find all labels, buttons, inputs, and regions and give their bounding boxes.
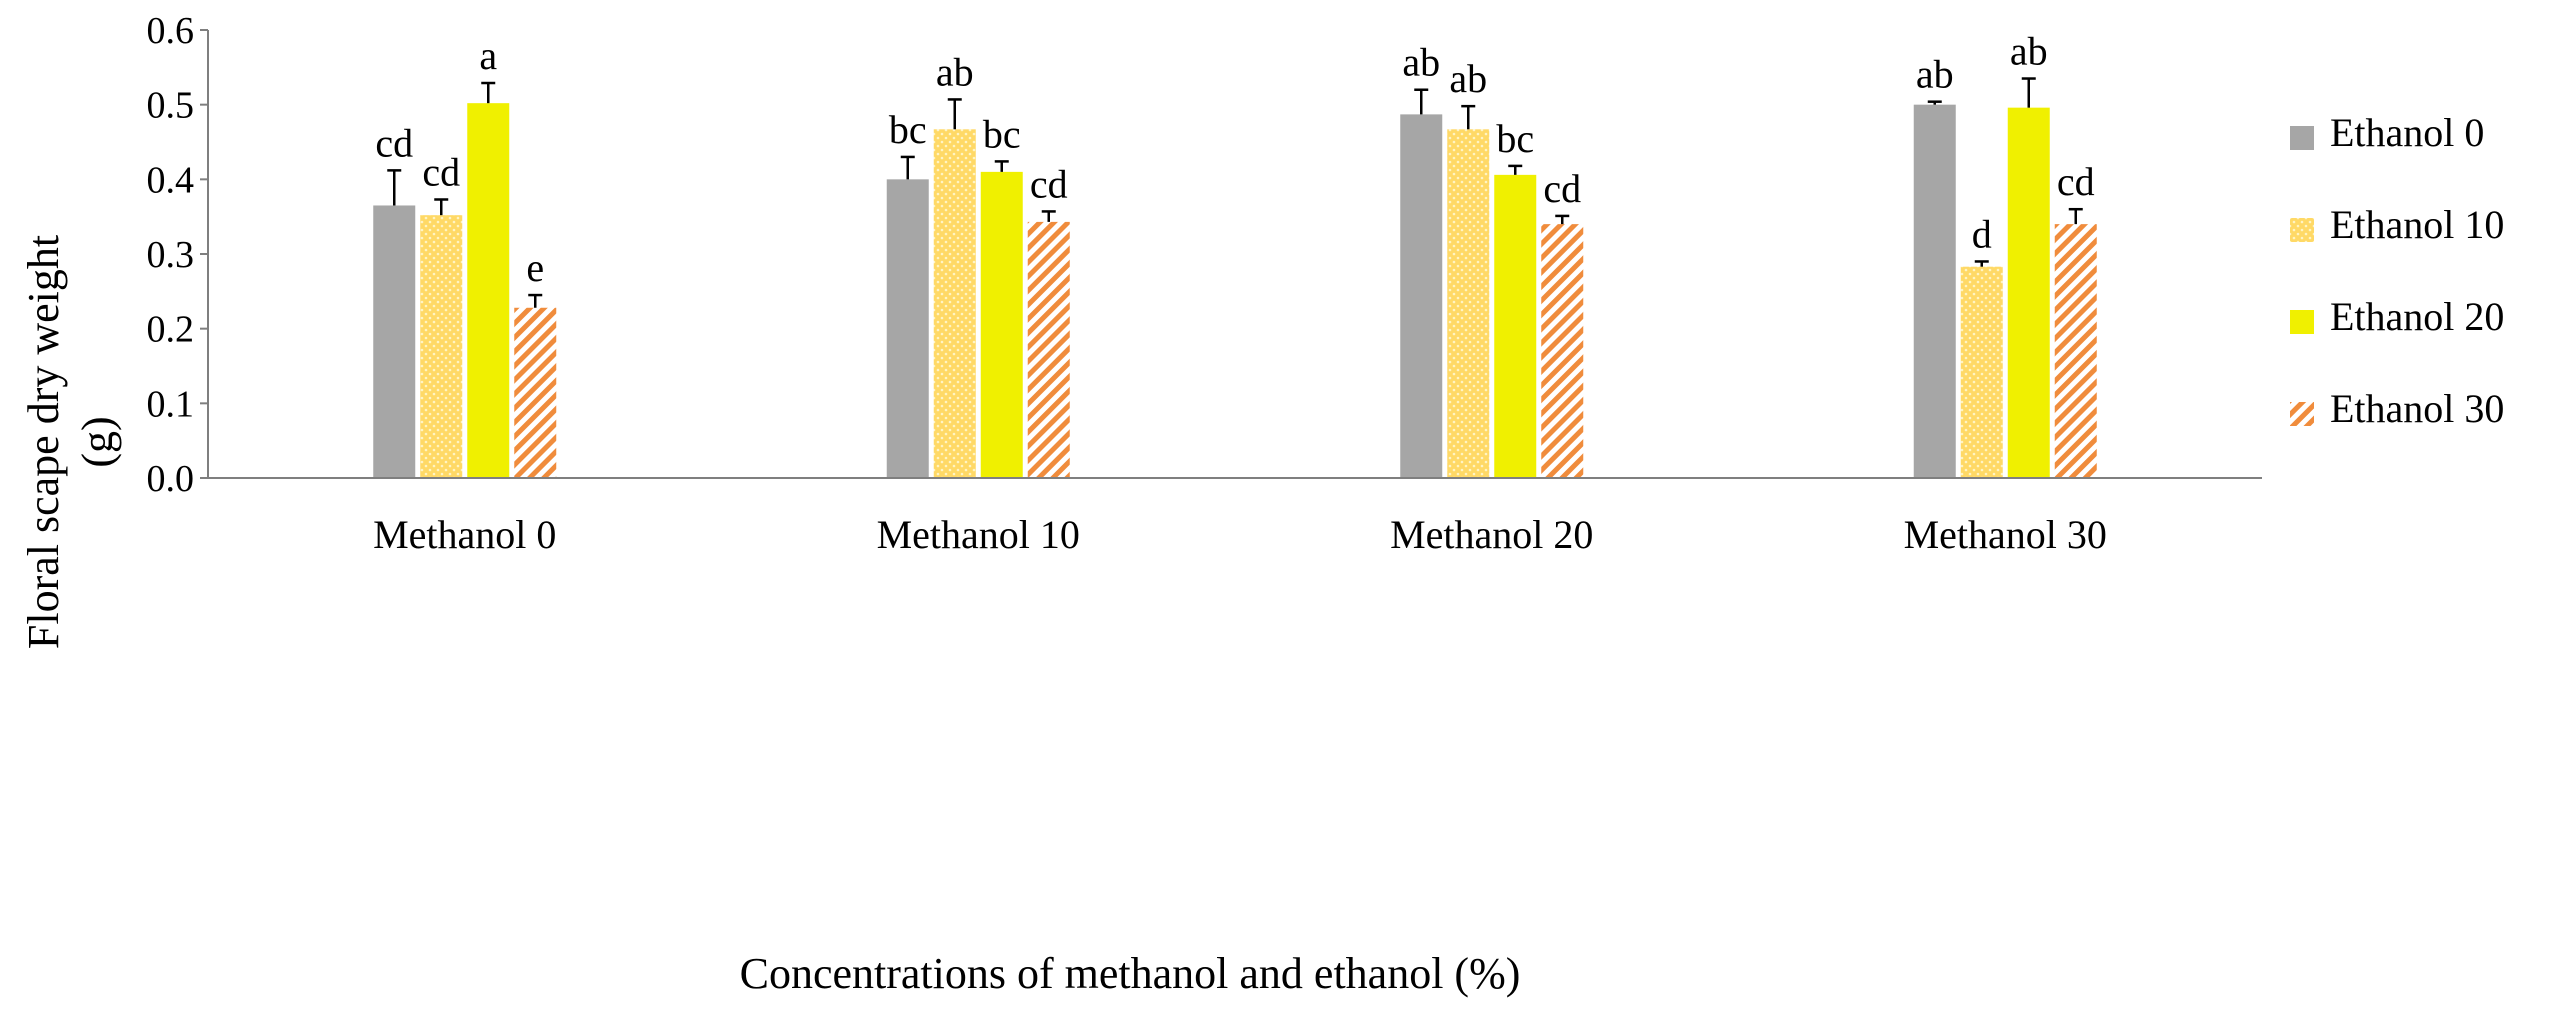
- significance-letter: e: [526, 245, 544, 290]
- significance-letter: ab: [936, 49, 974, 94]
- significance-letter: cd: [1030, 161, 1068, 206]
- legend-swatch: [2290, 218, 2314, 242]
- bar-ethanol-20-1: [980, 171, 1023, 478]
- bar-ethanol-20-0: [467, 103, 510, 478]
- y-tick-label: 0.1: [147, 383, 195, 425]
- bar-ethanol-0-1: [886, 179, 929, 479]
- legend: Ethanol 0 Ethanol 10 Ethanol 20 Ethanol 30: [2290, 110, 2504, 431]
- significance-letter: bc: [983, 111, 1021, 156]
- bar-ethanol-20-3: [2007, 107, 2050, 479]
- bar-ethanol-10-3: [1960, 266, 2003, 478]
- bar-ethanol-10-1: [933, 129, 976, 478]
- bar-ethanol-20-2: [1494, 174, 1537, 478]
- category-label: Methanol 30: [1904, 512, 2107, 557]
- significance-letter: cd: [422, 149, 460, 194]
- x-axis-title: Concentrations of methanol and ethanol (…: [740, 949, 1521, 998]
- significance-letter: ab: [2010, 29, 2048, 74]
- bar-ethanol-30-3: [2054, 224, 2097, 478]
- bar-ethanol-10-0: [420, 215, 463, 478]
- bar-ethanol-30-1: [1027, 221, 1070, 479]
- y-axis-title-line-2: (g): [73, 416, 122, 467]
- significance-letter: bc: [1496, 116, 1534, 161]
- legend-label: Ethanol 0: [2330, 110, 2484, 155]
- significance-letter: ab: [1449, 56, 1487, 101]
- significance-letter: cd: [2057, 159, 2095, 204]
- y-tick-label: 0.0: [147, 458, 195, 500]
- legend-swatch: [2290, 126, 2314, 150]
- bar-ethanol-10-2: [1447, 129, 1490, 478]
- category-label: Methanol 20: [1390, 512, 1593, 557]
- bar-ethanol-30-0: [514, 307, 557, 478]
- y-tick-label: 0.4: [147, 159, 195, 201]
- legend-swatch: [2290, 310, 2314, 334]
- significance-letter: d: [1972, 211, 1992, 256]
- bar-ethanol-0-2: [1400, 114, 1443, 478]
- legend-label: Ethanol 30: [2330, 386, 2504, 431]
- significance-letter: cd: [1543, 166, 1581, 211]
- y-axis-title: Floral scape dry weight (g): [19, 235, 122, 649]
- y-tick-label: 0.6: [147, 10, 195, 52]
- y-tick-label: 0.3: [147, 234, 195, 276]
- legend-label: Ethanol 10: [2330, 202, 2504, 247]
- legend-label: Ethanol 20: [2330, 294, 2504, 339]
- y-axis-title-line-1: Floral scape dry weight: [19, 235, 68, 649]
- error-bars: [387, 77, 2083, 308]
- significance-letter: a: [479, 33, 497, 78]
- y-tick-label: 0.5: [147, 85, 195, 127]
- significance-letter: bc: [889, 107, 927, 152]
- y-axis-ticks: 0.0 0.1 0.2 0.3 0.4 0.5 0.6: [147, 10, 208, 500]
- significance-letter: ab: [1402, 40, 1440, 85]
- significance-letter: ab: [1916, 52, 1954, 97]
- category-labels: Methanol 0 Methanol 10 Methanol 20 Methanol…: [373, 512, 2107, 557]
- bar-ethanol-0-3: [1913, 104, 1956, 479]
- bar-ethanol-30-2: [1541, 224, 1584, 478]
- bars: [373, 103, 2097, 479]
- bar-ethanol-0-0: [373, 205, 416, 478]
- legend-swatch: [2290, 402, 2314, 426]
- category-label: Methanol 10: [877, 512, 1080, 557]
- significance-letter: cd: [375, 120, 413, 165]
- y-tick-label: 0.2: [147, 309, 195, 351]
- category-label: Methanol 0: [373, 512, 556, 557]
